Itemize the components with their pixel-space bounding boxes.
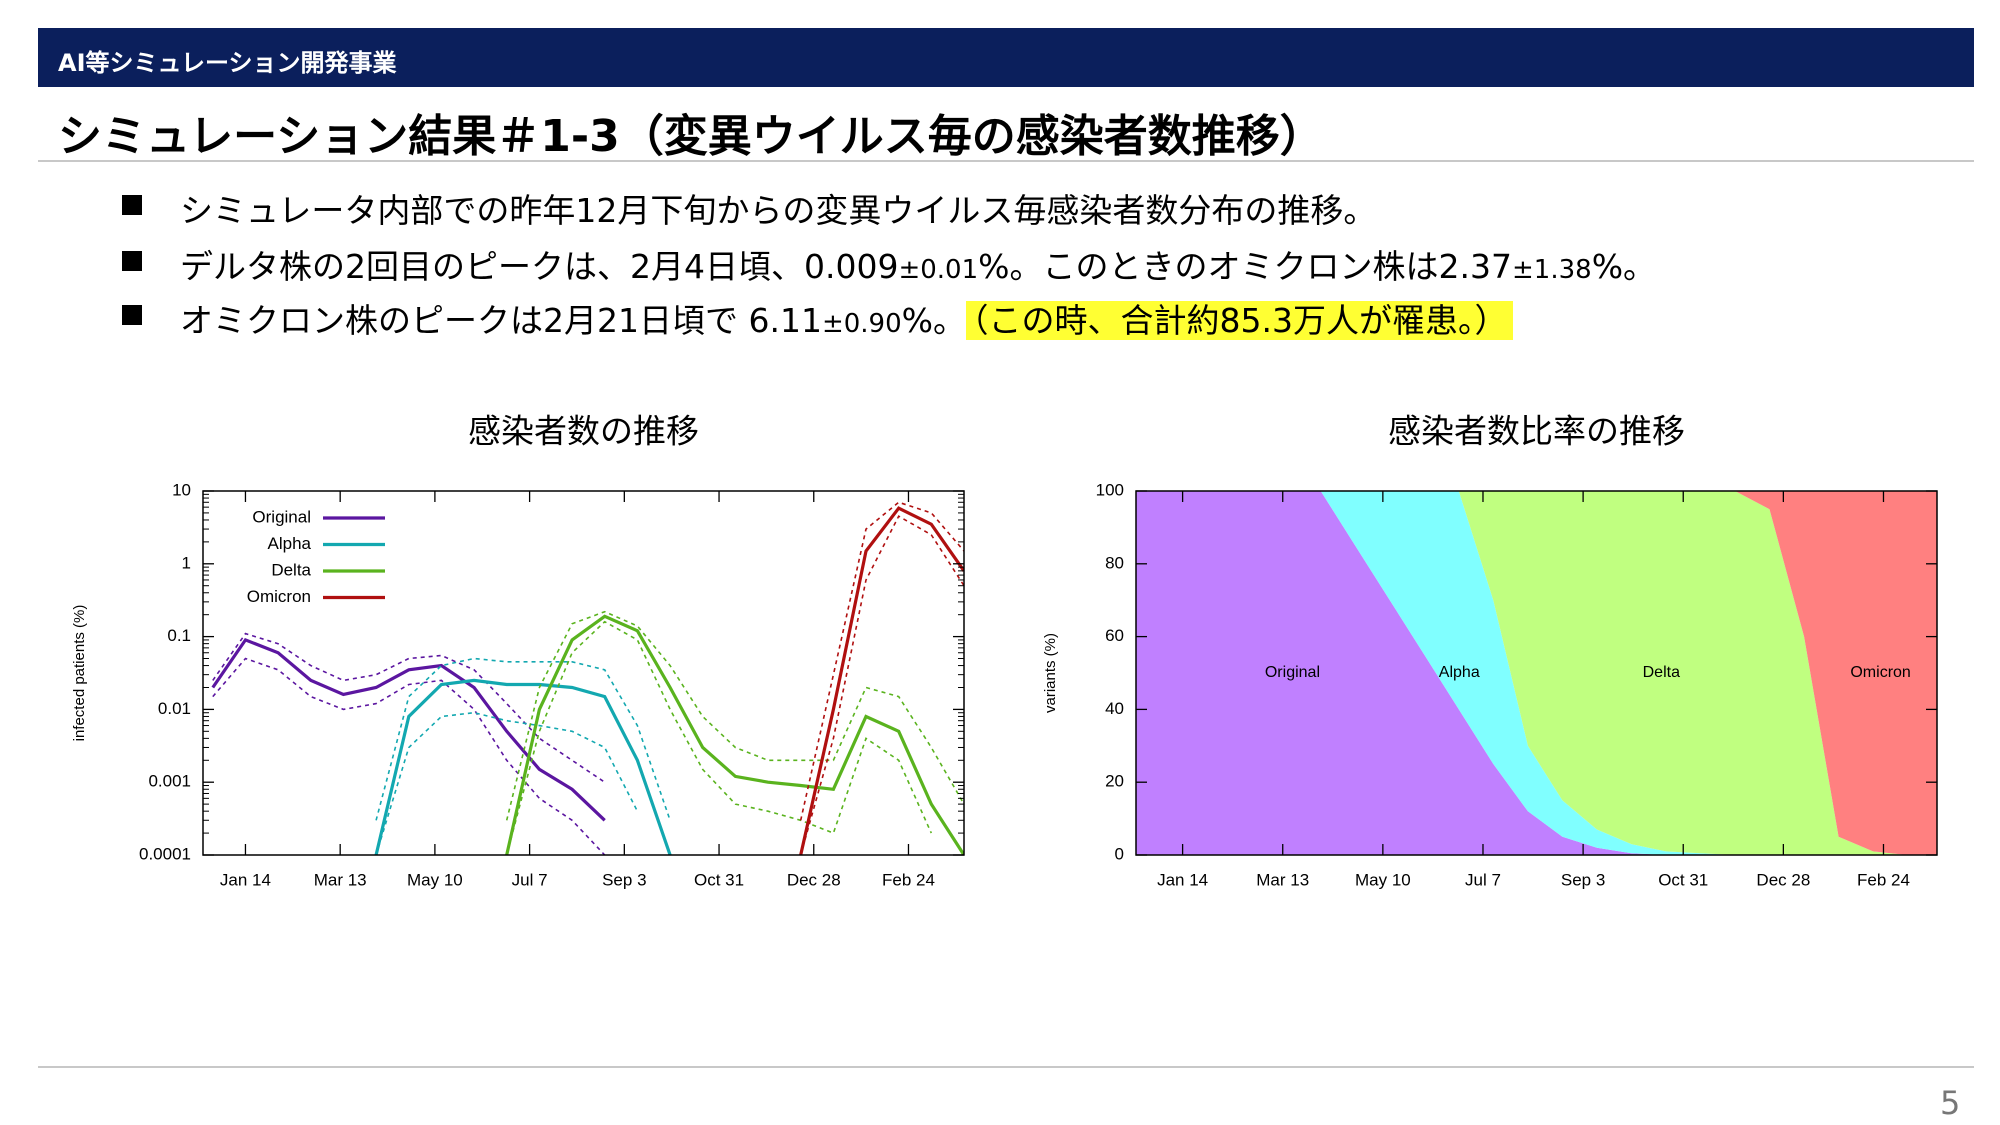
text: %。このときのオミクロン株は2.37 [978,247,1512,286]
x-tick-label: Feb 24 [1857,870,1910,889]
stacked-area [1136,491,1937,855]
x-tick-label: Jan 14 [1157,870,1208,889]
legend-label: Delta [271,560,311,579]
plot-area [1136,491,1937,855]
x-tick-label: Dec 28 [1756,870,1810,889]
y-tick-label: 0.1 [167,626,191,645]
y-tick-label: 100 [1096,480,1124,499]
text: %。 [901,301,966,340]
x-tick-label: May 10 [1355,870,1411,889]
y-tick-label: 20 [1105,772,1124,791]
legend-label: Alpha [268,534,312,553]
bullet-marker [122,251,142,271]
x-tick-label: Mar 13 [1256,870,1309,889]
y-axis-label: variants (%) [1042,633,1059,713]
bullet: デルタ株の2回目のピークは、2月4日頃、0.009±0.01%。このときのオミク… [122,240,1657,288]
x-tick-label: May 10 [407,870,463,889]
slide-title: シミュレーション結果＃1-3（変異ウイルス毎の感染者数推移） [58,111,1324,162]
confidence-line [799,515,964,855]
y-tick-label: 0.01 [158,699,191,718]
confidence-line [212,632,606,783]
y-tick-label: 0.001 [148,772,191,791]
series-line [211,637,606,822]
confidence-line [799,501,964,821]
page-number: 5 [1940,1084,1961,1122]
y-axis-label: infected patients (%) [71,605,88,742]
y-tick-label: 40 [1105,699,1124,718]
x-tick-label: Jul 7 [1465,870,1501,889]
confidence-line [375,711,639,855]
confidence-line [505,620,933,855]
text: ±0.90 [821,309,902,339]
x-tick-label: Jul 7 [512,870,548,889]
area-label: Delta [1643,664,1680,681]
y-tick-label: 10 [172,480,191,499]
series-line [374,678,672,855]
chart-title: 感染者数の推移 [468,412,699,451]
series-line [799,506,964,855]
confidence-line [505,610,964,821]
area-label: Alpha [1439,664,1480,681]
text: ±1.38 [1512,255,1592,285]
y-tick-label: 0 [1115,844,1124,863]
stacked-area [1136,491,1937,855]
stacked-area [1136,491,1937,855]
text: デルタ株の2回目のピークは、2月4日頃、0.009 [180,247,899,286]
legend-label: Omicron [247,587,311,606]
x-tick-label: Dec 28 [787,870,841,889]
x-tick-label: Feb 24 [882,870,935,889]
text: シミュレータ内部での昨年12月下旬からの変異ウイルス毎感染者数分布の推移。 [180,191,1377,230]
divider [38,160,1974,162]
y-tick-label: 0.0001 [139,844,191,863]
x-tick-label: Sep 3 [1561,870,1605,889]
bullet-marker [122,305,142,325]
text: ±0.01 [898,255,979,285]
confidence-line [375,657,671,821]
series-line [505,614,964,855]
y-tick-label: 60 [1105,626,1124,645]
x-tick-label: Jan 14 [220,870,271,889]
highlight-text: （この時、合計約85.3万人が罹患。） [966,301,1514,340]
divider [38,1066,1974,1068]
header-bar [38,28,1974,87]
area-label: Original [1265,664,1320,681]
y-tick-label: 80 [1105,553,1124,572]
x-tick-label: Oct 31 [694,870,744,889]
area-label: Omicron [1850,664,1910,681]
plot-frame [202,490,965,856]
plot-area [211,501,964,855]
chart-title: 感染者数比率の推移 [1388,412,1685,451]
text: オミクロン株のピークは2月21日頃で 6.11 [180,301,822,340]
text: %。 [1591,247,1657,286]
stacked-area [1136,491,1937,855]
bullet: シミュレータ内部での昨年12月下旬からの変異ウイルス毎感染者数分布の推移。 [122,184,1377,232]
x-tick-label: Sep 3 [602,870,646,889]
bullet-marker [122,195,142,215]
confidence-line [212,657,606,855]
x-tick-label: Mar 13 [314,870,367,889]
bullet: オミクロン株のピークは2月21日頃で 6.11±0.90%。 （この時、合計約85… [122,294,1514,342]
x-tick-label: Oct 31 [1658,870,1708,889]
plot-frame [1135,490,1938,856]
legend-label: Original [252,507,311,526]
section-title: AI等シミュレーション開発事業 [58,49,397,77]
y-tick-label: 1 [182,553,191,572]
